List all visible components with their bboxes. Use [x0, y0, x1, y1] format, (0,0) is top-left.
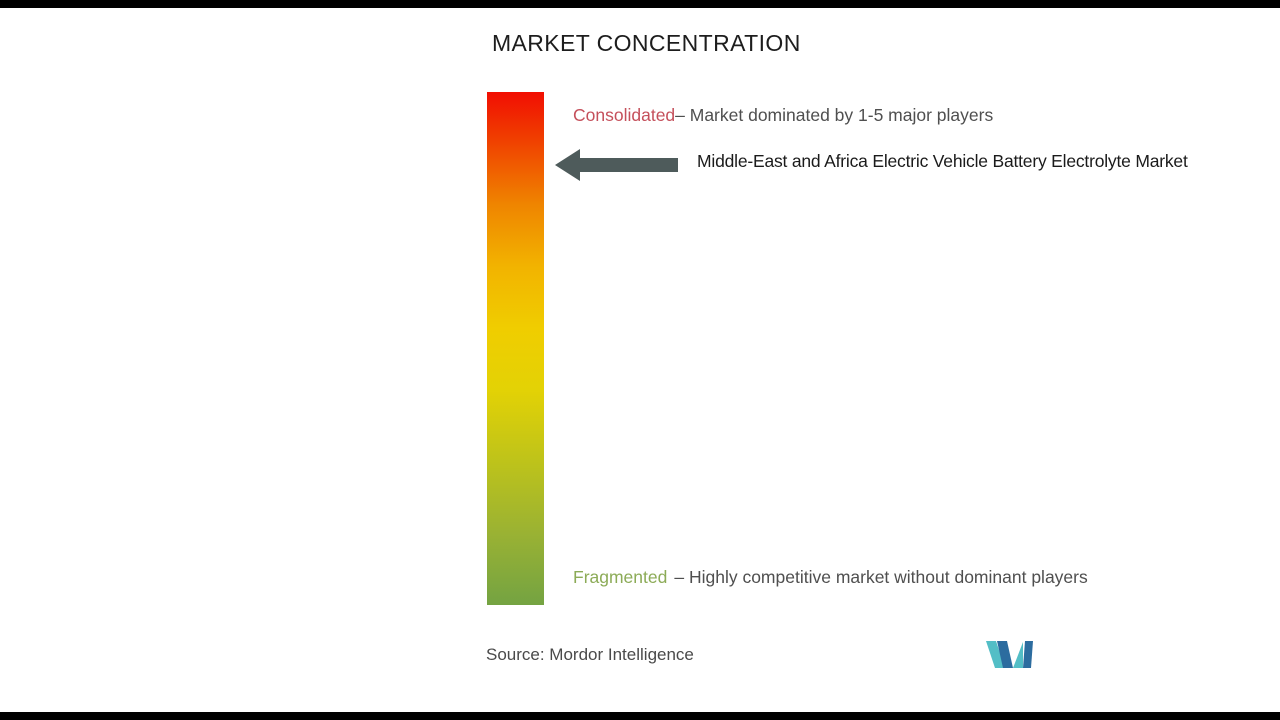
bottom-black-border [0, 712, 1280, 720]
legend-fragmented-description: – Highly competitive market without domi… [674, 567, 1088, 587]
legend-fragmented: Fragmented – Highly competitive market wi… [573, 567, 1088, 588]
legend-fragmented-term: Fragmented [573, 567, 668, 587]
page-title: MARKET CONCENTRATION [492, 30, 801, 56]
concentration-gradient-bar [487, 92, 544, 605]
left-arrow-icon [555, 149, 678, 181]
top-black-border [0, 0, 1280, 8]
mordor-intelligence-logo-icon [986, 641, 1033, 668]
legend-consolidated-description: – Market dominated by 1-5 major players [675, 105, 994, 125]
market-name-label: Middle-East and Africa Electric Vehicle … [697, 151, 1188, 171]
legend-consolidated: Consolidated– Market dominated by 1-5 ma… [573, 105, 993, 126]
legend-consolidated-term: Consolidated [573, 105, 676, 125]
source-attribution: Source: Mordor Intelligence [486, 645, 694, 664]
